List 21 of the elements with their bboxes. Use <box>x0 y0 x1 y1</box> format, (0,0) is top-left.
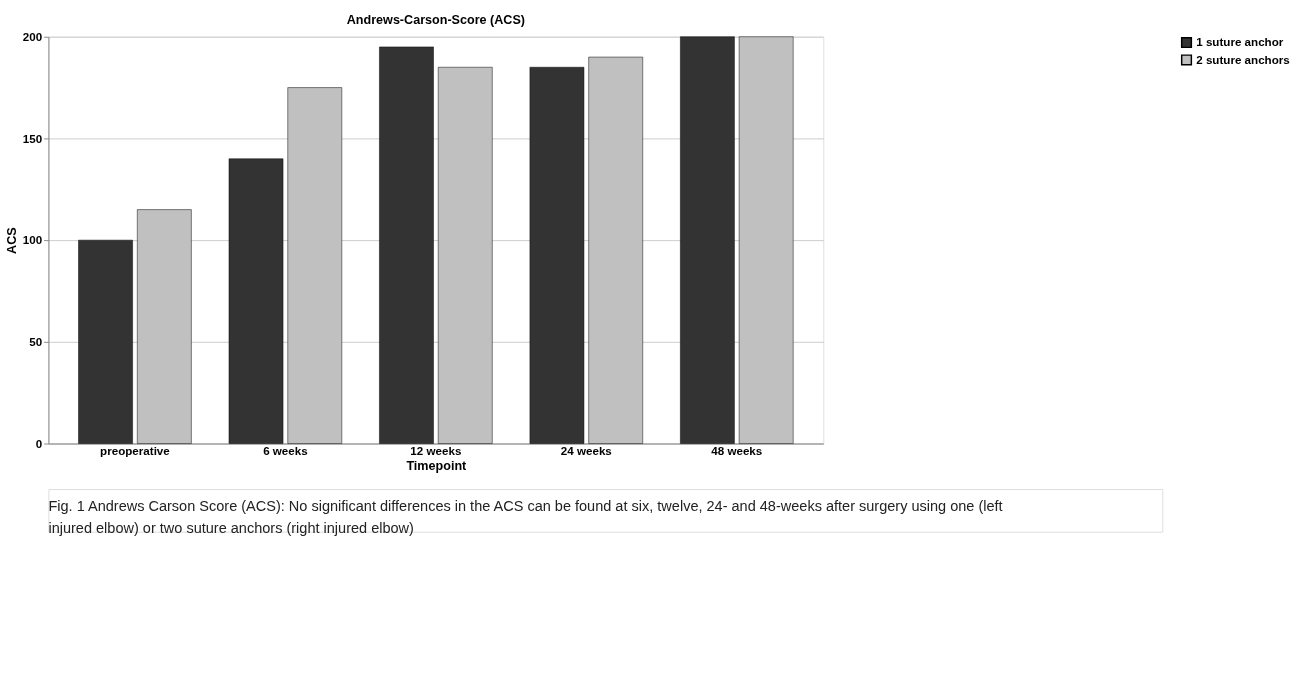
bar <box>228 158 284 444</box>
legend-label: 1 suture anchor <box>1196 35 1284 49</box>
y-tick-label: 200 <box>22 30 43 44</box>
bar <box>78 239 133 444</box>
bar <box>379 46 434 444</box>
y-axis-title: ACS <box>4 227 19 254</box>
chart-title: Andrews-Carson-Score (ACS) <box>346 13 525 28</box>
x-tick-label: 12 weeks <box>410 443 462 457</box>
x-tick-label: preoperative <box>100 443 171 457</box>
x-tick-label: 48 weeks <box>711 443 763 457</box>
y-tick-label: 150 <box>22 131 43 145</box>
legend-label: 2 suture anchors <box>1196 52 1290 66</box>
y-tick-label: 100 <box>22 233 43 247</box>
bar <box>529 67 585 444</box>
x-tick-label: 6 weeks <box>263 443 308 457</box>
y-tick-label: 0 <box>35 436 43 450</box>
caption: Fig. 1 Andrews Carson Score (ACS): No significant differences in the ACS can be found at six, twelve, 24- and 48-weeks after surgery using one (left injured elbow) or two suture anchors (right injured elbow) <box>48 498 1003 536</box>
x-tick-label: 24 weeks <box>560 443 612 457</box>
x-axis-title: Timepoint <box>406 459 468 474</box>
bar <box>680 36 735 444</box>
y-tick-label: 50 <box>29 335 43 349</box>
